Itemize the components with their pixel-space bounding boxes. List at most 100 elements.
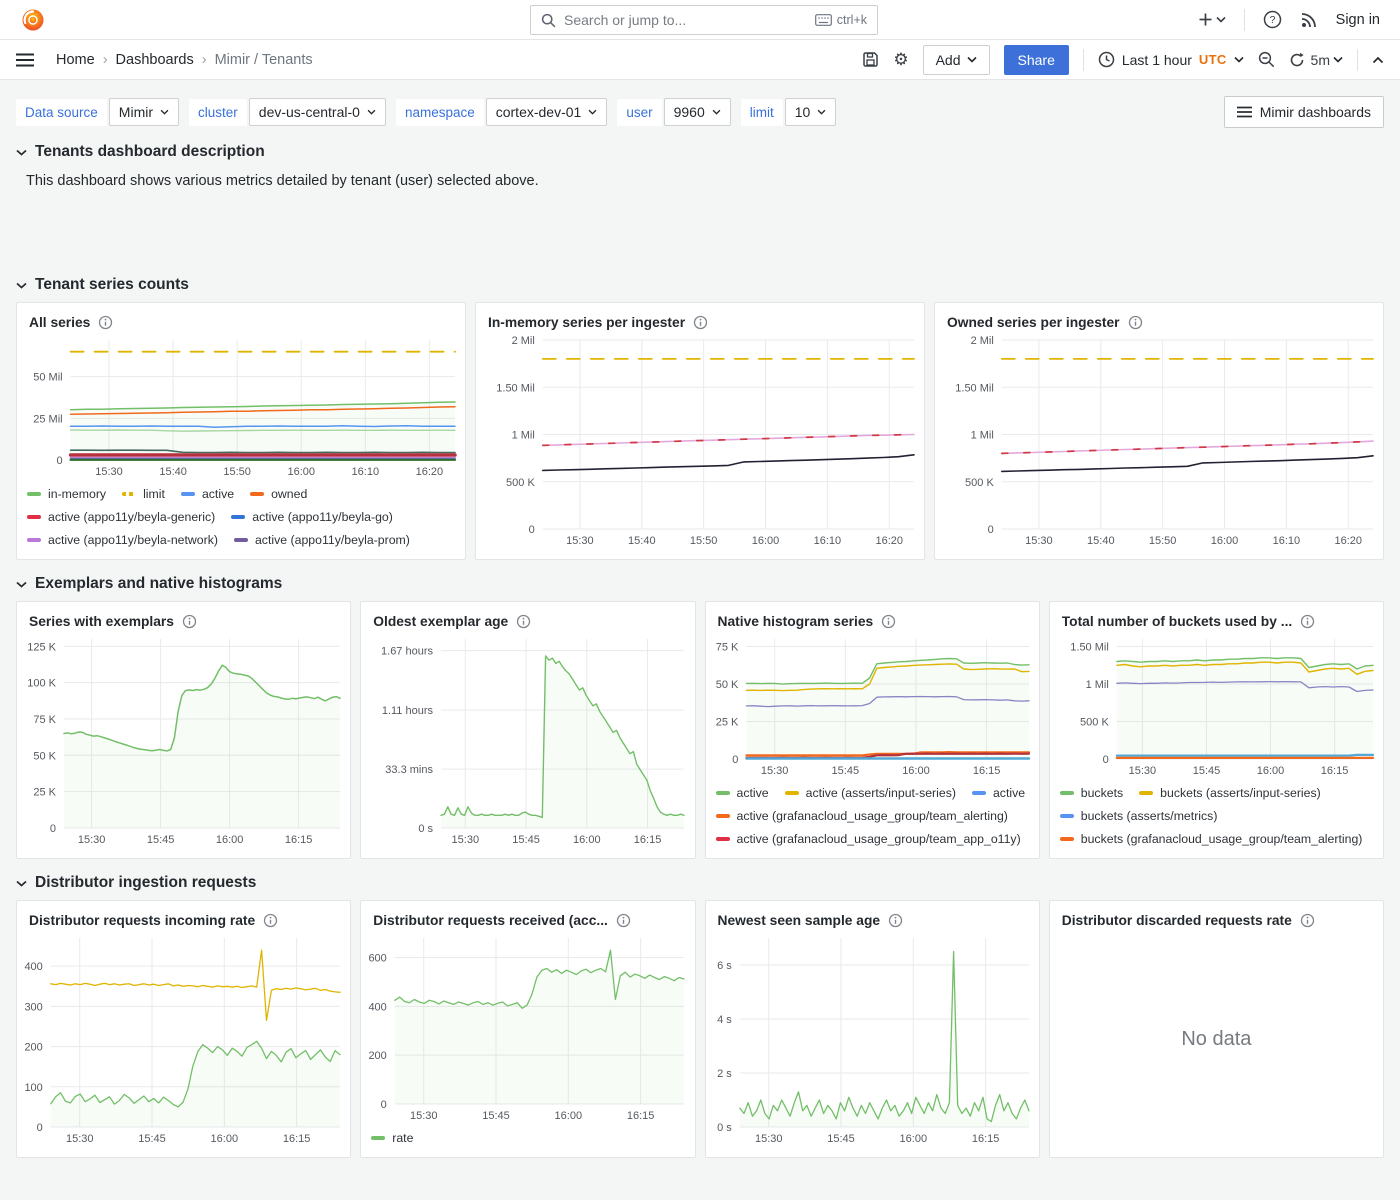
panel-header[interactable]: All series xyxy=(17,303,465,333)
panel-header[interactable]: Oldest exemplar age xyxy=(361,602,694,632)
grafana-logo[interactable] xyxy=(20,7,46,33)
legend-item[interactable]: buckets (asserts/input-series) xyxy=(1139,786,1321,800)
breadcrumb: Home › Dashboards › Mimir / Tenants xyxy=(56,52,313,68)
share-button[interactable]: Share xyxy=(1003,44,1069,75)
dashboard-settings-button[interactable]: ⚙ xyxy=(893,49,909,69)
panel-header[interactable]: Series with exemplars xyxy=(17,602,350,632)
info-icon[interactable] xyxy=(881,614,896,629)
refresh-interval-picker[interactable]: 5m xyxy=(1311,52,1343,68)
legend-item[interactable]: buckets (grafanacloud_usage_group/team_a… xyxy=(1059,832,1362,846)
variable-value-dropdown[interactable]: 9960 xyxy=(663,98,731,126)
legend-item[interactable]: active (grafanacloud_usage_group/team_al… xyxy=(715,808,1008,823)
variable-value-dropdown[interactable]: Mimir xyxy=(108,98,180,126)
svg-text:2 Mil: 2 Mil xyxy=(971,335,994,347)
save-dashboard-button[interactable] xyxy=(862,51,879,68)
svg-text:1 Mil: 1 Mil xyxy=(971,430,994,442)
legend-item[interactable]: active (appo11y/beyla-go) xyxy=(231,510,393,524)
info-icon[interactable] xyxy=(516,614,531,629)
info-icon[interactable] xyxy=(1300,913,1315,928)
variable-value-dropdown[interactable]: dev-us-central-0 xyxy=(248,98,386,126)
section-distributor-ingestion-requests[interactable]: Distributor ingestion requests xyxy=(16,874,1384,892)
legend-item[interactable]: active (appo11y/beyla-prom) xyxy=(233,533,410,547)
info-icon[interactable] xyxy=(693,315,708,330)
zoom-out-button[interactable] xyxy=(1258,51,1275,68)
refresh-button[interactable] xyxy=(1289,52,1305,68)
variable-user: user 9960 xyxy=(617,98,731,126)
help-button[interactable]: ? xyxy=(1263,10,1282,29)
legend-item[interactable]: buckets (asserts/metrics) xyxy=(1059,809,1217,823)
info-icon[interactable] xyxy=(1300,614,1315,629)
chevron-down-icon xyxy=(160,109,169,115)
legend-item[interactable]: rate xyxy=(371,1131,413,1145)
time-series-chart[interactable]: 15:30 15:45 16:00 16:15 600 400 200 0 xyxy=(361,931,694,1124)
info-icon[interactable] xyxy=(182,614,197,629)
info-icon[interactable] xyxy=(263,913,278,928)
legend-item[interactable]: buckets xyxy=(1059,786,1123,800)
legend-item[interactable]: active (appo11y/beyla-generic) xyxy=(27,510,215,524)
breadcrumb-home[interactable]: Home xyxy=(56,51,95,68)
svg-text:0 s: 0 s xyxy=(419,823,434,835)
panel-header[interactable]: In-memory series per ingester xyxy=(476,303,924,333)
chart-legend xyxy=(935,549,1383,559)
legend-swatch xyxy=(27,491,41,496)
legend-item[interactable]: active (asserts/input-series) xyxy=(784,786,956,800)
info-icon[interactable] xyxy=(616,913,631,928)
menu-toggle[interactable] xyxy=(16,53,34,67)
global-search[interactable]: ctrl+k xyxy=(530,5,878,35)
breadcrumb-dashboards[interactable]: Dashboards xyxy=(115,51,194,68)
chart-legend xyxy=(361,848,694,858)
time-series-chart[interactable]: 15:30 15:45 16:00 16:15 1.67 hours 1.11 hours… xyxy=(361,632,694,848)
panel-header[interactable]: Native histogram series xyxy=(706,602,1039,632)
svg-text:16:20: 16:20 xyxy=(875,535,903,547)
variable-label: limit xyxy=(740,98,783,126)
legend-label: active (grafanacloud_usage_group/team_al… xyxy=(736,808,1008,823)
info-icon[interactable] xyxy=(888,913,903,928)
svg-text:125 K: 125 K xyxy=(27,641,56,653)
info-icon[interactable] xyxy=(1128,315,1143,330)
panel-header[interactable]: Total number of buckets used by ... xyxy=(1050,602,1383,632)
new-menu-button[interactable] xyxy=(1198,12,1226,27)
add-panel-button[interactable]: Add xyxy=(922,44,990,75)
variable-value-dropdown[interactable]: 10 xyxy=(784,98,837,126)
panel-title: In-memory series per ingester xyxy=(488,314,686,330)
legend-item[interactable]: active (asserts/metrics) xyxy=(971,786,1029,800)
svg-text:1.11 hours: 1.11 hours xyxy=(382,705,434,717)
legend-item[interactable]: active xyxy=(180,487,234,501)
section-exemplars-native-histograms[interactable]: Exemplars and native histograms xyxy=(16,575,1384,593)
panel-distributor-discarded-requests-rate: Distributor discarded requests rate No d… xyxy=(1048,900,1384,1158)
panel-header[interactable]: Distributor requests received (acc... xyxy=(361,901,694,931)
legend-item[interactable]: owned xyxy=(250,487,307,501)
legend-swatch xyxy=(784,790,799,795)
sign-in-link[interactable]: Sign in xyxy=(1335,11,1380,28)
legend-item[interactable]: limit xyxy=(122,487,165,501)
legend-item[interactable]: active xyxy=(715,786,769,800)
legend-item[interactable]: active (appo11y/beyla-network) xyxy=(27,533,218,547)
variable-value-dropdown[interactable]: cortex-dev-01 xyxy=(485,98,608,126)
time-series-chart[interactable]: 15:30 15:45 16:00 16:15 1.50 Mil 1 Mil 500 K 0 xyxy=(1050,632,1383,779)
panel-header[interactable]: Distributor discarded requests rate xyxy=(1050,901,1383,931)
time-range-picker[interactable]: Last 1 hour UTC xyxy=(1098,51,1244,68)
svg-text:0: 0 xyxy=(529,524,535,536)
panel-header[interactable]: Distributor requests incoming rate xyxy=(17,901,350,931)
variable-datasource: Data source Mimir xyxy=(16,98,180,126)
section-tenants-dashboard-description[interactable]: Tenants dashboard description xyxy=(16,143,1384,161)
search-input[interactable] xyxy=(564,12,807,28)
time-series-chart[interactable]: 15:30 15:40 15:50 16:00 16:10 16:20 2 Mil 1.50 … xyxy=(935,333,1383,549)
legend-item[interactable]: active (grafanacloud_usage_group/team_ap… xyxy=(715,831,1021,846)
svg-text:15:50: 15:50 xyxy=(223,466,251,478)
legend-item[interactable]: in-memory xyxy=(27,487,106,501)
section-tenant-series-counts[interactable]: Tenant series counts xyxy=(16,276,1384,294)
time-series-chart[interactable]: 15:30 15:40 15:50 16:00 16:10 16:20 50 Mil 25 M… xyxy=(17,333,465,480)
panel-header[interactable]: Owned series per ingester xyxy=(935,303,1383,333)
collapse-toolbar-button[interactable] xyxy=(1372,56,1384,64)
mimir-dashboards-button[interactable]: Mimir dashboards xyxy=(1223,96,1384,128)
time-series-chart[interactable]: 15:30 15:40 15:50 16:00 16:10 16:20 2 Mil 1.50 … xyxy=(476,333,924,549)
info-icon[interactable] xyxy=(98,315,113,330)
time-series-chart[interactable]: 15:30 15:45 16:00 16:15 400 300 200 100 0 xyxy=(17,931,350,1147)
time-series-chart[interactable]: 15:30 15:45 16:00 16:15 75 K 50 K 25 K 0 xyxy=(706,632,1039,779)
panel-header[interactable]: Newest seen sample age xyxy=(706,901,1039,931)
news-button[interactable] xyxy=(1300,11,1318,29)
time-series-chart[interactable]: 15:30 15:45 16:00 16:15 6 s 4 s 2 s 0 s xyxy=(706,931,1039,1147)
time-series-chart[interactable]: 15:30 15:45 16:00 16:15 125 K 100 K 75 K 50 K 25… xyxy=(17,632,350,848)
legend-label: active (grafanacloud_usage_group/team_ap… xyxy=(736,831,1021,846)
